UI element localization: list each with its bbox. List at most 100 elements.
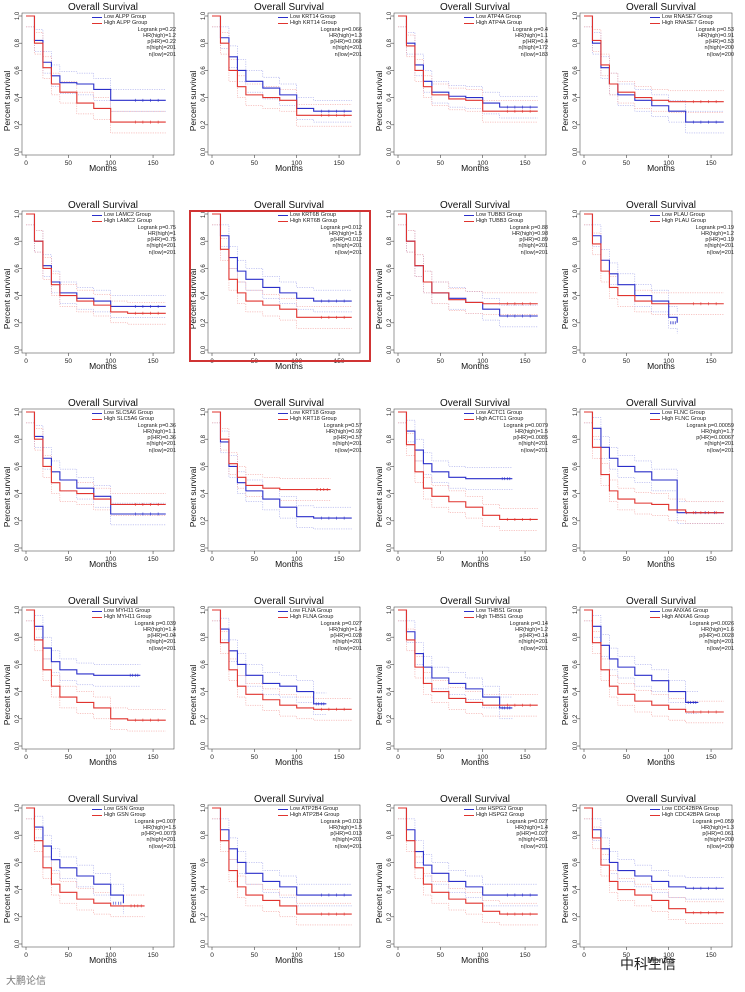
low-survival-curve: [584, 213, 678, 323]
x-tick-label: 100: [477, 358, 488, 365]
y-tick-label: 0.0: [201, 939, 207, 948]
y-tick-label: 1.0: [387, 209, 393, 218]
y-tick-label: 0.2: [201, 912, 207, 921]
low-survival-curve: [398, 609, 513, 709]
stat-line: Logrank p=0.007: [134, 818, 176, 825]
high-ci-line: [212, 620, 352, 721]
high-ci-line: [26, 609, 166, 710]
legend-swatch-low: [92, 809, 102, 810]
high-ci-line: [584, 818, 724, 924]
x-tick-label: 50: [437, 754, 445, 761]
legend-swatch-low: [650, 215, 660, 216]
x-tick-label: 150: [520, 358, 531, 365]
x-tick-label: 50: [437, 952, 445, 959]
y-tick-label: 0.0: [201, 543, 207, 552]
stat-line: Logrank p=0.36: [137, 422, 176, 429]
high-survival-curve: [26, 807, 145, 907]
x-tick-label: 150: [706, 556, 717, 563]
plot-title: Overall Survival: [253, 596, 325, 607]
plot-frame: [579, 606, 733, 750]
legend-swatch-high: [464, 419, 474, 421]
y-tick-label: 0.8: [15, 38, 21, 47]
high-survival-curve: [398, 609, 538, 706]
y-tick-label: 0.6: [387, 660, 393, 669]
low-ci-line: [212, 818, 352, 907]
stat-line: n(high)=201: [146, 45, 176, 52]
x-tick-label: 50: [251, 160, 259, 167]
y-axis-label: Percent survival: [374, 862, 384, 924]
y-tick-label: 0.8: [201, 434, 207, 443]
legend-entry-high: High ATP2B4 Group: [276, 812, 364, 818]
stat-line: Logrank p=0.57: [323, 422, 362, 429]
high-survival-curve: [584, 609, 724, 713]
stat-line: n(high)=201: [518, 243, 548, 250]
stat-line: n(low)=201: [334, 51, 362, 58]
x-axis-label: Months: [647, 757, 675, 767]
legend-label-low: Low LAMC2 Group: [104, 212, 151, 218]
legend: Low ALPP Group High ALPP Group Logrank p=0…: [90, 14, 178, 58]
low-ci-line: [26, 818, 124, 915]
high-ci-line: [26, 213, 166, 303]
x-tick-label: 0: [24, 556, 28, 563]
legend: Low KRT18 Group High KRT18 Group Logrank p…: [276, 410, 364, 454]
stat-line: HR(high)=1.1: [515, 32, 548, 39]
legend-label-high: High CDC42BPA Group: [662, 812, 720, 819]
plot-title: Overall Survival: [67, 2, 139, 13]
stat-line: Logrank p=0.22: [137, 26, 176, 33]
low-ci-line: [212, 609, 327, 694]
km-panel-alpp: 0.0 0.2 0.4 0.6 0.8 1.0 0 50 100 150 Overall Survi…: [0, 2, 186, 200]
legend-label-low: Low MYH11 Group: [104, 608, 151, 614]
legend-entry-high: High KRT18 Group: [276, 416, 364, 422]
x-tick-label: 0: [396, 160, 400, 167]
stat-line: HR(high)=1.4: [143, 626, 176, 633]
x-tick-label: 100: [477, 556, 488, 563]
plot-title: Overall Survival: [625, 2, 697, 13]
y-tick-label: 0.0: [387, 939, 393, 948]
y-tick-label: 0.6: [15, 264, 21, 273]
km-panel-krt14: 0.0 0.2 0.4 0.6 0.8 1.0 0 50 100 150 Overall Survi…: [186, 2, 372, 200]
plot-title: Overall Survival: [625, 200, 697, 211]
low-ci-line: [584, 15, 724, 112]
y-tick-label: 0.6: [573, 462, 579, 471]
stat-line: n(high)=201: [146, 837, 176, 844]
legend-swatch-high: [92, 815, 102, 817]
legend-swatch-low: [464, 611, 474, 612]
legend-swatch-low: [650, 809, 660, 810]
high-ci-line: [398, 411, 538, 509]
stat-line: p(HR)=0.22: [147, 39, 176, 46]
stat-line: n(high)=200: [704, 45, 734, 52]
y-tick-label: 0.6: [573, 858, 579, 867]
y-axis-label: Percent survival: [2, 70, 12, 132]
y-tick-label: 0.2: [387, 318, 393, 327]
legend-swatch-high: [464, 221, 474, 223]
high-survival-curve: [398, 807, 538, 915]
high-survival-curve: [26, 411, 166, 506]
high-ci-line: [584, 26, 724, 113]
stat-line: n(high)=201: [332, 639, 362, 646]
legend-label-low: Low KRT14 Group: [290, 14, 336, 20]
km-panel-lamc2: 0.0 0.2 0.4 0.6 0.8 1.0 0 50 100 150 Overall Survi…: [0, 200, 186, 398]
stat-line: n(high)=201: [146, 243, 176, 250]
legend-entry-low: Low MYH11 Group: [90, 608, 178, 614]
stat-line: n(low)=201: [334, 249, 362, 256]
legend-label-low: Low PLAU Group: [662, 212, 705, 218]
y-axis-label: Percent survival: [560, 268, 570, 330]
legend-entry-high: High FLNA Group: [276, 614, 364, 620]
x-tick-label: 100: [291, 754, 302, 761]
y-tick-label: 0.0: [15, 543, 21, 552]
high-survival-curve: [584, 411, 724, 514]
legend-label-high: High FLNA Group: [290, 614, 334, 621]
stat-line: p(HR)=0.04: [147, 633, 176, 640]
x-axis-label: Months: [647, 163, 675, 173]
plot-title: Overall Survival: [625, 398, 697, 409]
km-plot-svg: 0.0 0.2 0.4 0.6 0.8 1.0 0 50 100 150: [15, 605, 175, 761]
x-tick-label: 150: [148, 754, 159, 761]
y-axis-label: Percent survival: [2, 664, 12, 726]
y-tick-label: 0.6: [387, 462, 393, 471]
stat-line: Logrank p=0.039: [134, 620, 176, 627]
x-tick-label: 150: [706, 952, 717, 959]
y-tick-label: 0.4: [201, 291, 207, 300]
legend-label-low: Low SLC5A6 Group: [104, 410, 153, 416]
x-tick-label: 150: [148, 556, 159, 563]
y-tick-label: 1.0: [573, 407, 579, 416]
